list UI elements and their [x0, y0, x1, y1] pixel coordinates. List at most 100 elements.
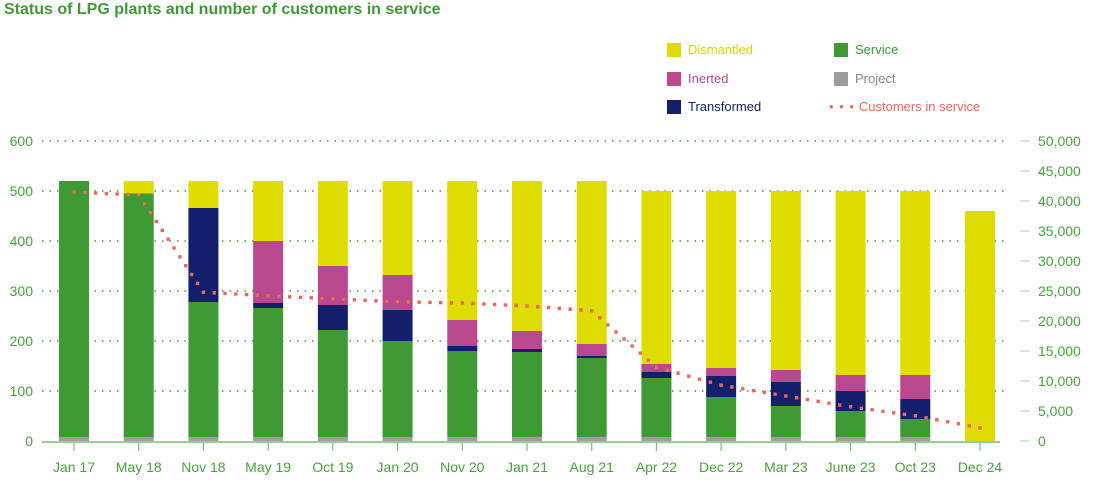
customers-dot — [902, 412, 907, 416]
customers-dot — [773, 392, 777, 396]
customers-dot — [676, 371, 680, 375]
bar-project — [576, 437, 607, 441]
customers-dot — [622, 337, 626, 341]
customers-dot — [503, 303, 508, 307]
bar-project — [382, 437, 413, 441]
customers-dot — [848, 405, 853, 409]
legend-item-dismantled: Dismantled — [667, 42, 753, 57]
customers-dot — [935, 418, 939, 422]
bar-service — [770, 406, 801, 437]
x-tick-label: Nov 20 — [440, 459, 485, 475]
customers-dot — [460, 301, 464, 305]
y-tick-label: 0 — [25, 433, 33, 449]
bar-dismantled — [641, 191, 672, 364]
y2-tick-label: 5,000 — [1038, 403, 1073, 419]
customers-dot — [859, 406, 864, 410]
x-tick-label: Jan 17 — [53, 459, 95, 475]
bar-inerted — [576, 344, 607, 356]
bar-service — [900, 419, 931, 437]
customers-dot — [719, 383, 723, 387]
customers-dot — [72, 190, 76, 194]
bar-inerted — [447, 320, 478, 346]
customers-dot — [606, 323, 610, 327]
bar-transformed — [641, 372, 672, 378]
y-tick-label: 300 — [10, 283, 34, 299]
bar-dismantled — [770, 191, 801, 370]
bar-dismantled — [447, 181, 478, 320]
customers-dot — [178, 255, 182, 259]
bar-service — [253, 308, 284, 437]
x-tick-label: Mar 23 — [764, 459, 808, 475]
customers-dot — [525, 304, 529, 308]
customers-dot — [945, 420, 950, 424]
customers-dot — [967, 424, 971, 428]
customers-dot — [352, 298, 357, 302]
customers-dot — [638, 351, 642, 355]
legend: Dismantled Service Inerted Project Trans… — [0, 0, 1093, 130]
bar-inerted — [770, 370, 801, 382]
y2-tick-label: 10,000 — [1038, 373, 1081, 389]
bar-inerted — [512, 331, 542, 349]
customers-dot — [492, 302, 497, 307]
y2-tick-label: 20,000 — [1038, 313, 1081, 329]
x-tick-label: Nov 18 — [181, 459, 226, 475]
customers-dot — [730, 385, 734, 389]
customers-dot — [590, 309, 594, 313]
bar-dismantled — [965, 211, 995, 441]
x-tick-label: Dec 24 — [958, 459, 1003, 475]
customers-dot — [277, 294, 281, 298]
y2-tick-label: 25,000 — [1038, 283, 1081, 299]
customers-dot — [428, 300, 432, 305]
bar-inerted — [253, 241, 284, 303]
customers-dot — [93, 191, 98, 195]
customers-dot — [546, 305, 551, 310]
bar-dismantled — [835, 191, 866, 375]
bar-service — [188, 302, 219, 437]
bar-transformed — [447, 346, 478, 351]
customers-dot — [172, 246, 176, 250]
legend-label-project: Project — [855, 71, 896, 86]
bar-project — [641, 437, 672, 441]
bar-service — [835, 411, 866, 437]
customers-dot — [234, 292, 238, 296]
y2-tick-label: 40,000 — [1038, 193, 1081, 209]
legend-label-customers: Customers in service — [858, 99, 981, 114]
y-tick-label: 200 — [10, 333, 34, 349]
customers-dot — [406, 300, 411, 304]
bar-project — [188, 437, 219, 441]
customers-dot — [557, 306, 562, 311]
customers-dot — [708, 380, 713, 384]
bar-dismantled — [900, 191, 931, 375]
x-tick-label: May 19 — [245, 459, 291, 475]
customers-dot — [784, 394, 788, 398]
customers-dot — [184, 263, 188, 268]
customers-dot — [137, 193, 141, 197]
customers-dot — [579, 308, 583, 312]
customers-dot — [288, 295, 292, 299]
customers-dot — [266, 294, 270, 298]
customers-dot — [309, 296, 313, 300]
x-tick-label: June 23 — [826, 459, 876, 475]
bar-transformed — [253, 303, 284, 308]
x-tick-label: Oct 19 — [312, 459, 353, 475]
bar-service — [447, 351, 478, 437]
chart-title: Status of LPG plants and number of custo… — [4, 1, 441, 18]
customers-dot — [827, 401, 831, 405]
bar-project — [512, 437, 542, 441]
bar-service — [382, 341, 413, 437]
legend-item-customers: • • • Customers in service — [829, 99, 980, 114]
y2-tick-label: 45,000 — [1038, 163, 1081, 179]
customers-dot — [142, 202, 147, 206]
bar-inerted — [706, 368, 737, 376]
y2-tick-label: 30,000 — [1038, 253, 1081, 269]
customers-dot — [195, 281, 200, 286]
customers-dot — [449, 301, 454, 305]
x-tick-label: May 18 — [116, 459, 162, 475]
bar-transformed — [900, 399, 931, 419]
customers-dot — [741, 387, 745, 391]
customers-dot — [201, 290, 206, 294]
customers-dot — [614, 330, 618, 334]
customers-dot — [482, 302, 486, 306]
bar-dismantled — [253, 181, 284, 241]
